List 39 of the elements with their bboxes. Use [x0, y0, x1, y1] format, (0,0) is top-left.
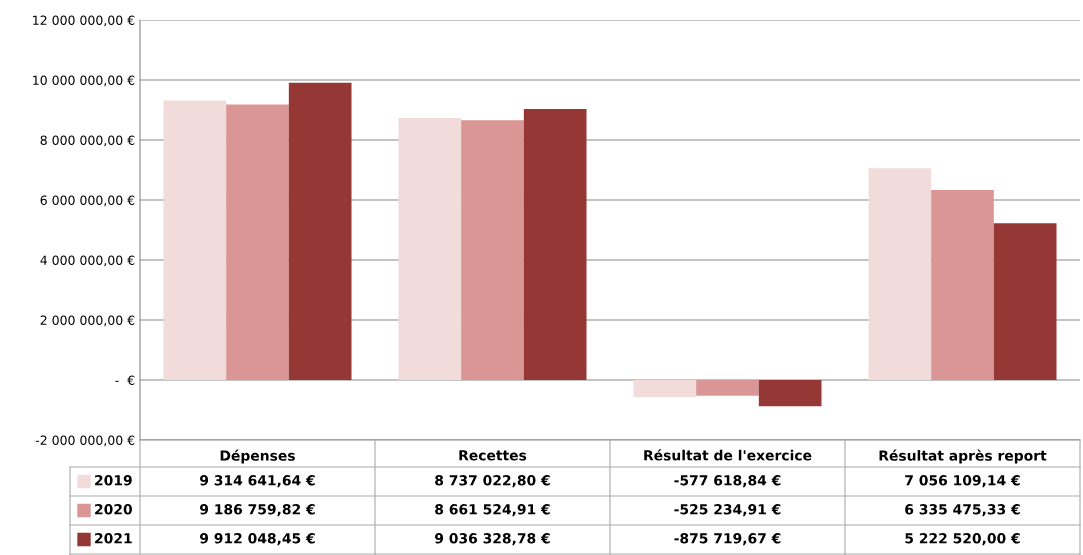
bar	[226, 104, 289, 380]
y-tick-label: 6 000 000,00 €	[40, 195, 135, 207]
bar	[288, 82, 352, 380]
data-label: -525 234,91 €	[674, 504, 781, 517]
y-tick-label: 12 000 000,00 €	[33, 15, 135, 27]
data-label: 6 335 475,33 €	[905, 504, 1020, 517]
x-tick-label: Recettes	[459, 450, 527, 461]
bar	[163, 100, 227, 380]
data-label: 8 737 022,80 €	[435, 475, 550, 488]
bar	[993, 223, 1057, 380]
legend-label: 2020	[95, 504, 132, 515]
x-tick-label: Résultat de l'exercice	[644, 449, 812, 461]
legend-label: 2021	[95, 533, 132, 544]
data-label: 9 036 328,78 €	[435, 533, 550, 546]
data-label: 8 661 524,91 €	[435, 504, 550, 517]
data-label: -875 719,67 €	[674, 533, 781, 546]
data-label: 9 314 641,64 €	[200, 475, 315, 488]
data-label: 9 186 759,82 €	[200, 504, 315, 517]
bar	[931, 189, 994, 380]
x-tick-label: Résultat après report	[879, 449, 1047, 464]
bar	[523, 108, 587, 380]
data-label: -577 618,84 €	[674, 475, 781, 488]
bar	[633, 380, 697, 398]
data-label: 9 912 048,45 €	[200, 533, 315, 546]
data-label: 7 056 109,14 €	[905, 475, 1020, 488]
y-tick-label: -2 000 000,00 €	[35, 435, 135, 447]
y-tick-label: 10 000 000,00 €	[33, 75, 135, 87]
bar	[868, 168, 932, 380]
bar	[696, 380, 759, 396]
y-tick-label: 2 000 000,00 €	[40, 315, 135, 327]
bar	[758, 380, 822, 407]
y-tick-label: 8 000 000,00 €	[40, 135, 135, 147]
y-tick-label: 4 000 000,00 €	[40, 255, 135, 267]
bar	[461, 120, 524, 380]
bar	[398, 117, 462, 380]
data-label: 5 222 520,00 €	[905, 533, 1020, 546]
x-tick-label: Dépenses	[220, 449, 295, 464]
y-tick-label: - €	[115, 375, 135, 385]
legend-label: 2019	[95, 475, 132, 486]
